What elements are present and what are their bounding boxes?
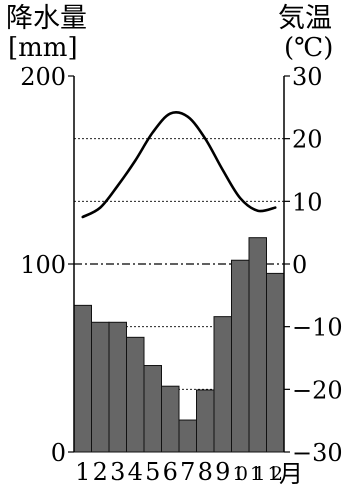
right-axis-tick-label: −20 — [292, 376, 343, 404]
precipitation-bar — [161, 385, 180, 453]
month-tick-label: 2 — [93, 458, 108, 486]
temperature-line — [81, 111, 277, 219]
right-axis-tick-label: −30 — [292, 439, 343, 467]
month-tick-label: 3 — [110, 458, 125, 486]
right-axis-tick-label: 0 — [292, 251, 307, 279]
month-tick-label: 11 — [250, 463, 266, 485]
precipitation-bar — [126, 336, 145, 453]
month-tick-label: 7 — [180, 458, 195, 486]
left-axis-unit: [mm] — [8, 33, 78, 63]
x-axis-suffix: 月 — [279, 460, 303, 488]
left-axis-tick-label: 100 — [20, 251, 66, 279]
left-axis-tick-label: 200 — [20, 63, 66, 91]
month-tick-label: 10 — [233, 463, 249, 485]
precipitation-bar — [248, 237, 267, 453]
precipitation-bar — [143, 365, 162, 453]
right-axis-tick-label: 10 — [292, 188, 323, 216]
precipitation-bar — [266, 272, 285, 453]
precipitation-bar — [196, 389, 215, 453]
month-tick-label: 8 — [198, 458, 213, 486]
precipitation-bar — [108, 321, 127, 453]
left-axis-title: 降水量 — [6, 3, 87, 34]
left-axis-tick-label: 0 — [51, 439, 66, 467]
precipitation-bar — [178, 419, 197, 453]
month-tick-label: 4 — [128, 458, 143, 486]
month-tick-label: 9 — [215, 458, 230, 486]
precipitation-bar — [213, 316, 232, 453]
right-axis-tick-label: −10 — [292, 314, 343, 342]
right-axis-title: 気温 — [278, 3, 332, 34]
month-tick-label: 12 — [268, 463, 284, 485]
month-tick-label: 1 — [75, 458, 90, 486]
month-tick-label: 6 — [163, 458, 178, 486]
month-tick-label: 5 — [145, 458, 160, 486]
precipitation-bar — [73, 304, 92, 453]
right-axis-tick-label: 30 — [292, 63, 323, 91]
right-axis-tick-label: 20 — [292, 126, 323, 154]
precipitation-bar — [91, 321, 110, 453]
precipitation-bar — [231, 259, 250, 453]
right-axis-unit: (℃) — [284, 33, 333, 63]
